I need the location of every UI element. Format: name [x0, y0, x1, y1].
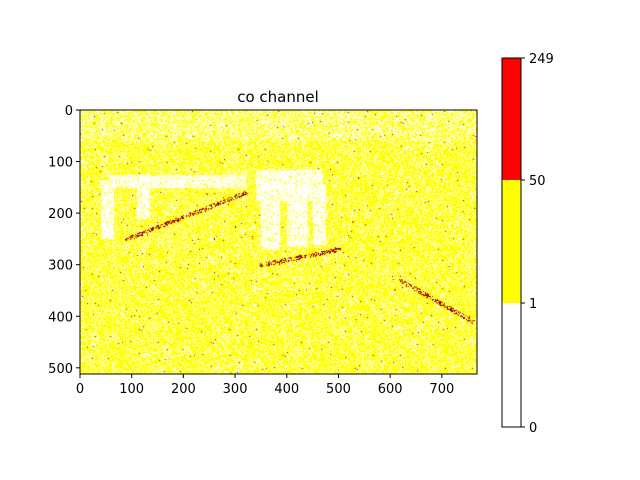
x-axis: 0 100 200 300 400 500 600 700 — [76, 374, 454, 397]
colorbar-tick-label: 249 — [529, 52, 554, 67]
x-tick-label: 100 — [119, 382, 144, 397]
plot-frame — [79, 109, 478, 375]
y-tick-label: 100 — [48, 156, 73, 171]
chart-title: co channel — [237, 88, 319, 106]
y-tick-label: 500 — [48, 362, 73, 377]
y-tick-label: 200 — [48, 207, 73, 222]
colorbar-frame — [501, 57, 522, 428]
y-tick-label: 0 — [65, 104, 73, 119]
x-tick-label: 0 — [76, 382, 84, 397]
heatmap-image — [80, 110, 477, 374]
x-tick-label: 500 — [326, 382, 351, 397]
y-tick-label: 400 — [48, 310, 73, 325]
x-tick-label: 300 — [223, 382, 248, 397]
x-tick-label: 700 — [429, 382, 454, 397]
colorbar-yellow-segment — [502, 180, 521, 303]
colorbar-red-segment — [502, 58, 521, 180]
x-tick-label: 200 — [171, 382, 196, 397]
y-tick-label: 300 — [48, 259, 73, 274]
colorbar: 0 1 50 249 — [501, 52, 554, 436]
plot-area — [79, 109, 478, 375]
colorbar-tick-label: 50 — [529, 174, 546, 189]
colorbar-tick-label: 1 — [529, 297, 537, 312]
x-tick-label: 600 — [378, 382, 403, 397]
colorbar-white-segment — [502, 303, 521, 427]
x-tick-label: 400 — [274, 382, 299, 397]
colorbar-tick-label: 0 — [529, 421, 537, 436]
y-axis: 0 100 200 300 400 500 — [48, 104, 80, 377]
